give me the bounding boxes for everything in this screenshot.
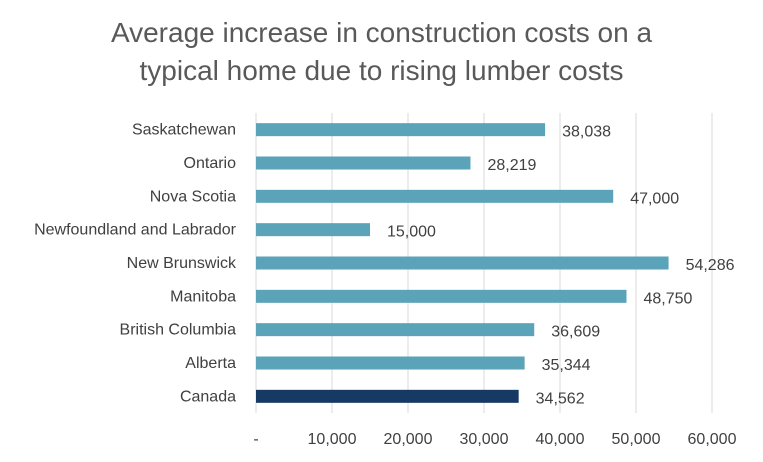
value-label-2: 47,000 [630,190,679,207]
category-label-7: Alberta [185,355,236,372]
category-label-6: British Columbia [120,322,237,339]
value-label-0: 38,038 [562,124,611,141]
value-label-7: 35,344 [542,357,591,374]
bar-8 [256,389,519,403]
value-label-6: 36,609 [551,324,600,341]
bar-7 [256,356,525,370]
value-labels: 38,038 28,219 47,000 15,000 54,286 48,750 36,6… [387,124,735,408]
category-label-5: Manitoba [170,288,236,305]
x-tick-label-4: 40,000 [536,431,585,448]
bar-4 [256,256,669,270]
x-tick-label-1: 10,000 [308,431,357,448]
x-tick-label-5: 50,000 [612,431,661,448]
chart-title-line-2: typical home due to rising lumber costs [139,55,624,86]
x-axis-ticks: - 10,000 20,000 30,000 40,000 50,000 60,000 [253,431,736,448]
category-labels: Saskatchewan Ontario Nova Scotia Newfoundla… [34,122,237,406]
value-label-4: 54,286 [686,257,735,274]
bars [256,123,669,403]
category-label-1: Ontario [184,155,237,172]
bar-0 [256,123,546,137]
x-tick-label-3: 30,000 [460,431,509,448]
bar-1 [256,156,471,170]
category-label-2: Nova Scotia [150,188,236,205]
bar-3 [256,223,370,237]
x-tick-label-6: 60,000 [688,431,737,448]
bar-5 [256,289,627,303]
bar-2 [256,189,614,203]
category-label-8: Canada [180,388,236,405]
category-label-3: Newfoundland and Labrador [34,222,237,239]
chart-title-line-1: Average increase in construction costs o… [110,17,653,48]
value-label-3: 15,000 [387,224,436,241]
value-label-8: 34,562 [536,390,585,407]
value-label-5: 48,750 [644,290,693,307]
category-label-4: New Brunswick [127,255,237,272]
category-label-0: Saskatchewan [132,122,236,139]
x-tick-label-0: - [253,431,258,448]
chart-title: Average increase in construction costs o… [0,14,763,90]
x-tick-label-2: 20,000 [384,431,433,448]
bar-6 [256,323,535,337]
value-label-1: 28,219 [487,157,536,174]
